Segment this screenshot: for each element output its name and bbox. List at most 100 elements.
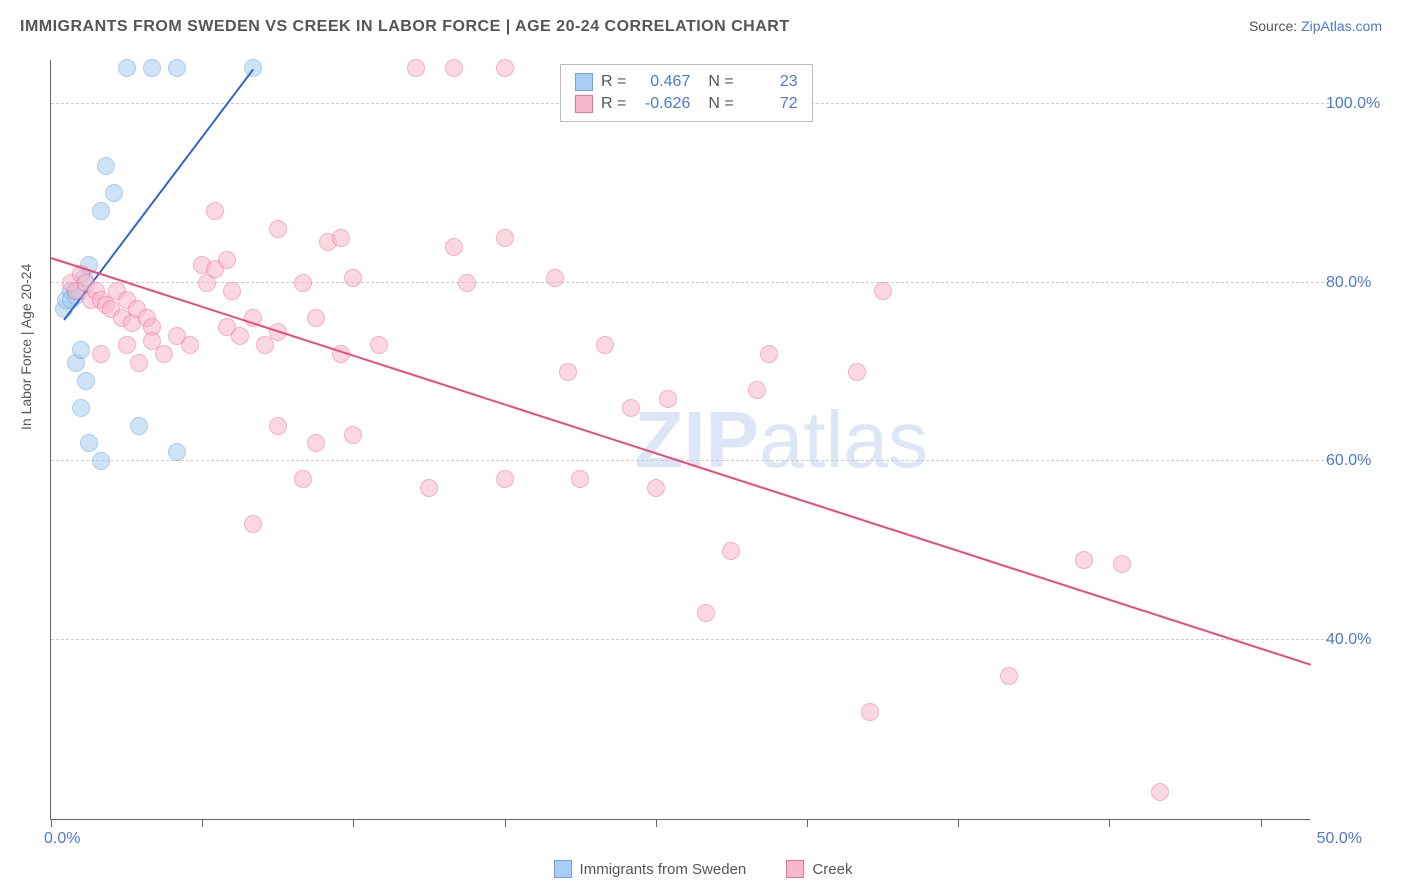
gridline-h (51, 639, 1329, 640)
data-point (848, 363, 866, 381)
y-tick-label: 60.0% (1326, 452, 1396, 470)
x-axis-max-label: 50.0% (1317, 830, 1362, 848)
data-point (244, 515, 262, 533)
y-tick-label: 40.0% (1326, 631, 1396, 649)
data-point (168, 59, 186, 77)
data-point (344, 269, 362, 287)
data-point (77, 372, 95, 390)
data-point (294, 274, 312, 292)
x-tick (505, 819, 506, 827)
data-point (496, 229, 514, 247)
data-point (407, 59, 425, 77)
legend-item-creek: Creek (786, 860, 852, 878)
x-tick (656, 819, 657, 827)
data-point (1151, 783, 1169, 801)
data-point (1113, 555, 1131, 573)
r-label: R = (601, 73, 626, 91)
x-tick (1261, 819, 1262, 827)
legend-item-sweden: Immigrants from Sweden (554, 860, 747, 878)
data-point (181, 336, 199, 354)
legend-label-creek: Creek (812, 861, 852, 878)
data-point (231, 327, 249, 345)
data-point (97, 157, 115, 175)
data-point (659, 390, 677, 408)
data-point (269, 220, 287, 238)
y-axis-label: In Labor Force | Age 20-24 (18, 264, 34, 430)
data-point (697, 604, 715, 622)
x-tick (353, 819, 354, 827)
data-point (92, 345, 110, 363)
data-point (1000, 667, 1018, 685)
data-point (496, 59, 514, 77)
legend-label-sweden: Immigrants from Sweden (580, 861, 747, 878)
data-point (92, 452, 110, 470)
data-point (496, 470, 514, 488)
x-tick (51, 819, 52, 827)
data-point (168, 443, 186, 461)
data-point (118, 336, 136, 354)
data-point (332, 229, 350, 247)
data-point (269, 417, 287, 435)
data-point (307, 309, 325, 327)
gridline-h (51, 460, 1329, 461)
x-tick (958, 819, 959, 827)
legend-row-sweden: R = 0.467 N = 23 (575, 71, 798, 93)
data-point (80, 434, 98, 452)
data-point (722, 542, 740, 560)
data-point (445, 238, 463, 256)
data-point (1075, 551, 1093, 569)
data-point (596, 336, 614, 354)
swatch-sweden-bottom (554, 860, 572, 878)
data-point (559, 363, 577, 381)
scatter-plot: ZIPatlas 40.0%60.0%80.0%100.0% (50, 60, 1310, 820)
x-tick (202, 819, 203, 827)
n-label: N = (708, 73, 733, 91)
series-legend: Immigrants from Sweden Creek (0, 860, 1406, 882)
legend-row-creek: R = -0.626 N = 72 (575, 93, 798, 115)
n-value-sweden: 23 (742, 73, 798, 91)
data-point (72, 341, 90, 359)
x-tick (807, 819, 808, 827)
data-point (445, 59, 463, 77)
y-tick-label: 80.0% (1326, 274, 1396, 292)
data-point (760, 345, 778, 363)
data-point (420, 479, 438, 497)
gridline-h (51, 282, 1329, 283)
correlation-legend: R = 0.467 N = 23 R = -0.626 N = 72 (560, 64, 813, 122)
data-point (218, 251, 236, 269)
data-point (370, 336, 388, 354)
data-point (72, 399, 90, 417)
data-point (105, 184, 123, 202)
data-point (874, 282, 892, 300)
x-tick (1109, 819, 1110, 827)
data-point (622, 399, 640, 417)
data-point (344, 426, 362, 444)
data-point (861, 703, 879, 721)
watermark-atlas: atlas (759, 395, 928, 484)
data-point (458, 274, 476, 292)
n-label: N = (708, 95, 733, 113)
r-value-sweden: 0.467 (634, 73, 690, 91)
data-point (155, 345, 173, 363)
data-point (546, 269, 564, 287)
watermark: ZIPatlas (635, 394, 928, 486)
data-point (118, 59, 136, 77)
data-point (748, 381, 766, 399)
data-point (294, 470, 312, 488)
n-value-creek: 72 (742, 95, 798, 113)
swatch-sweden (575, 73, 593, 91)
chart-title: IMMIGRANTS FROM SWEDEN VS CREEK IN LABOR… (20, 18, 790, 36)
source-prefix: Source: (1249, 18, 1301, 34)
data-point (206, 202, 224, 220)
r-label: R = (601, 95, 626, 113)
data-point (143, 59, 161, 77)
data-point (130, 354, 148, 372)
data-point (92, 202, 110, 220)
y-tick-label: 100.0% (1326, 95, 1396, 113)
watermark-zip: ZIP (635, 395, 759, 484)
x-axis-min-label: 0.0% (44, 830, 80, 848)
data-point (647, 479, 665, 497)
swatch-creek (575, 95, 593, 113)
source-link[interactable]: ZipAtlas.com (1301, 18, 1382, 34)
data-point (307, 434, 325, 452)
